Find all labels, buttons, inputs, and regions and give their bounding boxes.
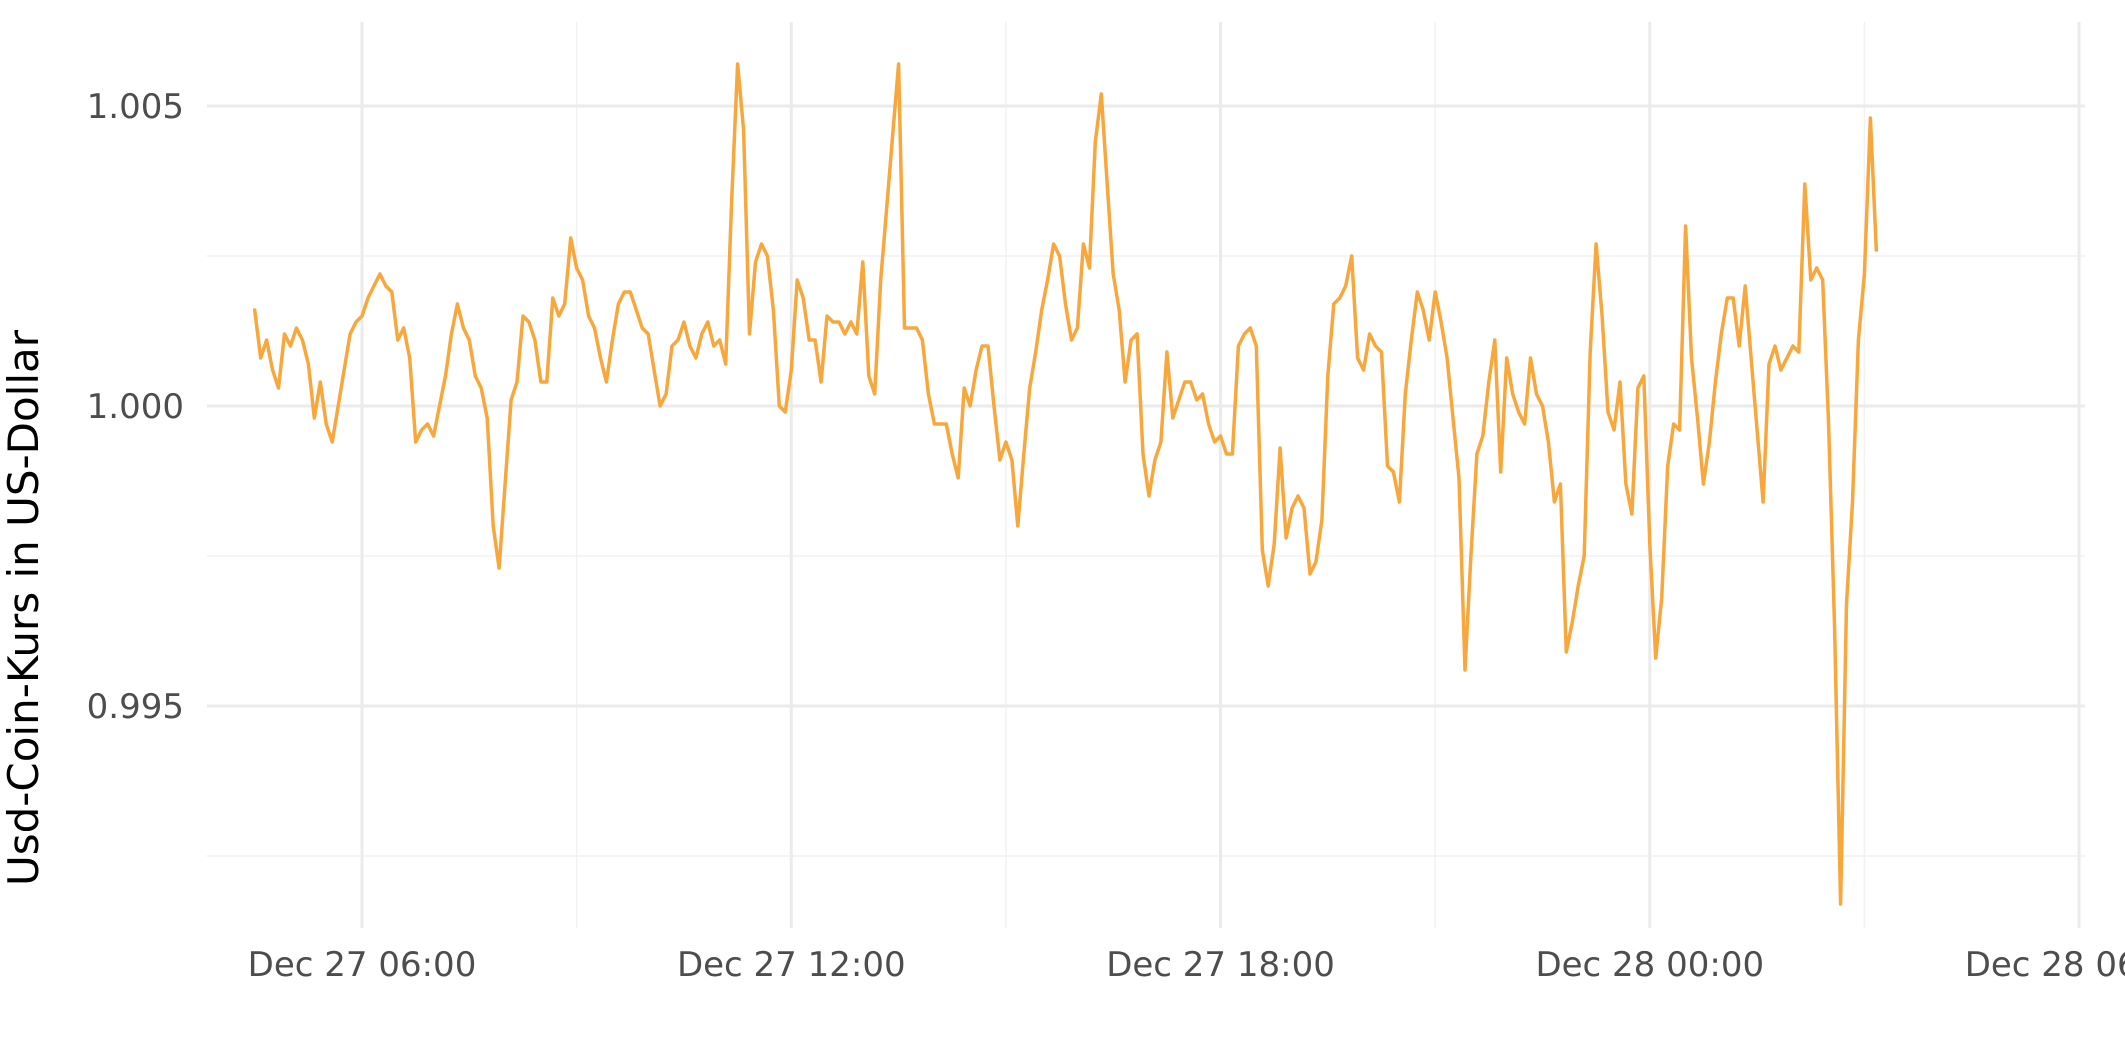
x-tick-label: Dec 28 06:00 bbox=[1965, 945, 2125, 985]
major-gridlines bbox=[207, 22, 2085, 928]
minor-gridlines bbox=[207, 22, 2085, 928]
series-line-0 bbox=[252, 62, 1879, 906]
y-tick-label: 1.005 bbox=[87, 87, 184, 127]
x-tick-label: Dec 28 00:00 bbox=[1535, 945, 1764, 985]
x-tick-label: Dec 27 12:00 bbox=[677, 945, 906, 985]
y-tick-label: 0.995 bbox=[87, 687, 184, 727]
x-axis-tick-labels: Dec 27 06:00 Dec 27 12:00 Dec 27 18:00 Dec … bbox=[248, 945, 2125, 985]
y-tick-label: 1.000 bbox=[87, 387, 184, 427]
x-tick-label: Dec 27 18:00 bbox=[1106, 945, 1335, 985]
x-tick-label: Dec 27 06:00 bbox=[248, 945, 477, 985]
y-axis-title: Usd-Coin-Kurs in US-Dollar bbox=[0, 329, 48, 886]
y-axis-tick-labels: 0.995 1.000 1.005 bbox=[87, 87, 184, 727]
series-layer bbox=[252, 62, 1879, 906]
